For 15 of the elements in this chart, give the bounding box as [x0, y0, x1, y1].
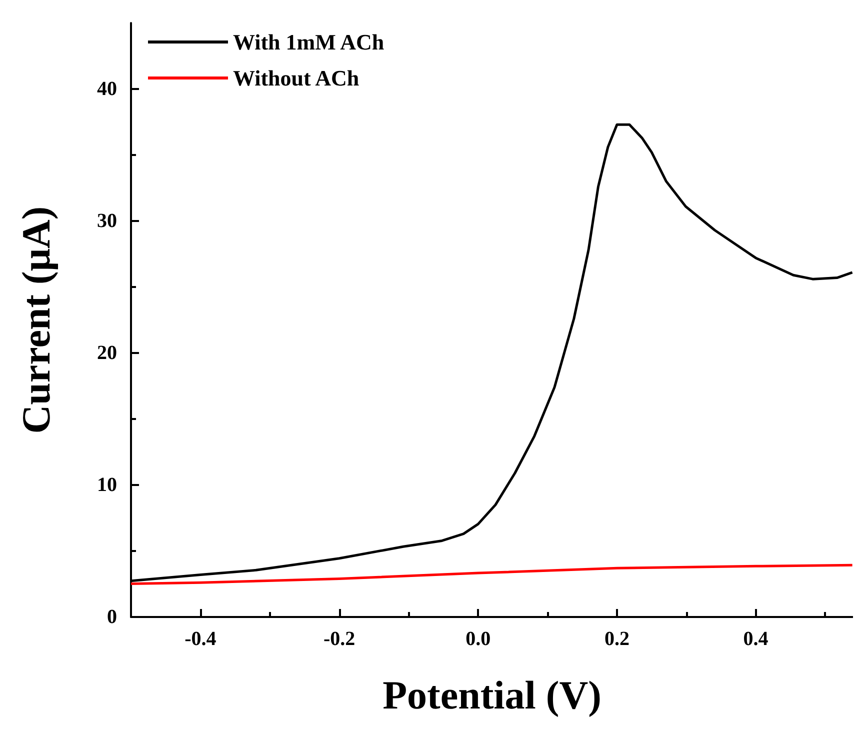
y-tick-label: 10	[97, 474, 117, 496]
y-axis-title: Current (μA)	[14, 206, 58, 434]
x-tick-label: -0.2	[323, 628, 356, 650]
legend-label: With 1mM ACh	[233, 30, 384, 54]
x-tick-label: 0.2	[604, 628, 630, 650]
y-tick-label: 30	[97, 210, 117, 232]
x-tick-label: 0.0	[466, 628, 491, 650]
y-tick-label: 20	[97, 342, 117, 364]
y-tick-label: 0	[107, 606, 117, 628]
x-axis-title: Potential (V)	[382, 672, 602, 718]
x-tick-label: 0.4	[743, 628, 768, 650]
legend-label: Without ACh	[233, 66, 360, 90]
x-tick-label: -0.4	[184, 628, 216, 650]
line-series	[130, 564, 853, 585]
y-tick-label: 40	[97, 78, 117, 100]
